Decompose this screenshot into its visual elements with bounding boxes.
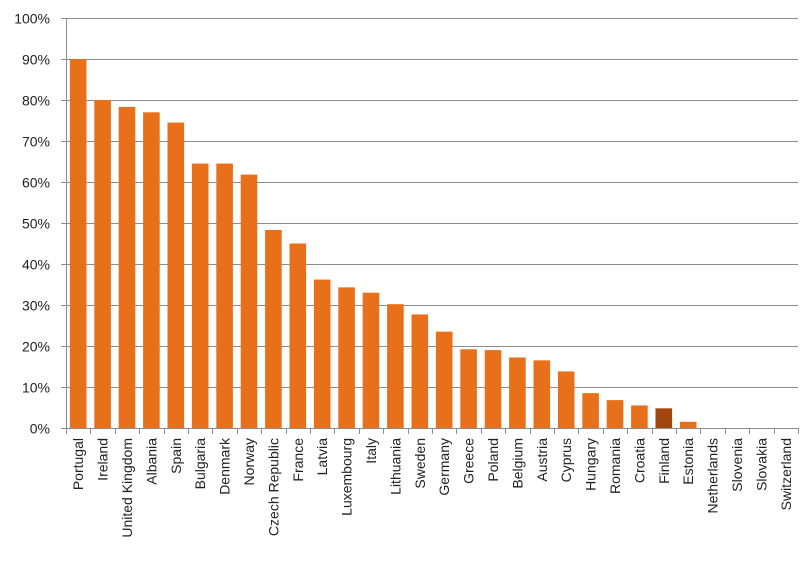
bar-latvia — [313, 279, 331, 428]
bar-poland — [484, 350, 502, 428]
y-axis-ticks: 0% 10% 20% 30% 40% 50% 60% 70% 80% 90% 100% — [14, 11, 50, 437]
x-category-label: Czech Republic — [265, 438, 281, 536]
bar-germany — [435, 331, 453, 428]
x-category-label: Lithuania — [387, 438, 403, 495]
x-category-label: Luxembourg — [339, 438, 355, 516]
bar-luxembourg — [338, 287, 355, 428]
y-tick-label: 100% — [14, 11, 50, 27]
x-category-label: Spain — [168, 438, 184, 474]
y-tick-label: 70% — [22, 134, 50, 150]
x-category-label: Estonia — [680, 438, 696, 485]
y-tick-label: 0% — [30, 421, 50, 437]
bar-ireland — [94, 100, 111, 428]
x-category-label: Croatia — [631, 438, 647, 483]
axes — [61, 18, 799, 434]
x-category-label: Germany — [436, 438, 452, 496]
bar-norway — [240, 174, 258, 428]
x-category-label: Cyprus — [558, 438, 574, 482]
x-category-label: Sweden — [412, 438, 428, 489]
x-category-label: Netherlands — [705, 438, 721, 514]
x-category-label: Poland — [485, 438, 501, 482]
bar-spain — [167, 122, 185, 429]
x-category-label: Austria — [534, 438, 550, 482]
x-category-label: Ireland — [95, 438, 111, 481]
bars — [69, 59, 697, 429]
bar-denmark — [216, 163, 233, 429]
y-tick-label: 60% — [22, 175, 50, 191]
x-category-label: Finland — [656, 438, 672, 484]
bar-czech-republic — [265, 229, 282, 428]
x-category-label: Romania — [607, 438, 623, 494]
bar-austria — [533, 360, 551, 428]
y-tick-label: 50% — [22, 216, 50, 232]
bar-bulgaria — [191, 163, 209, 429]
x-axis-labels: Portugal Ireland United Kingdom Albania Spai… — [70, 437, 794, 538]
bar-croatia — [631, 405, 648, 428]
y-tick-label: 30% — [22, 298, 50, 314]
bar-lithuania — [387, 304, 404, 428]
x-category-label: France — [290, 438, 306, 482]
y-tick-label: 90% — [22, 52, 50, 68]
bar-cyprus — [557, 371, 575, 428]
x-category-label: Portugal — [70, 438, 86, 490]
x-category-label: Slovakia — [753, 438, 769, 491]
bar-estonia — [679, 421, 697, 428]
x-category-label: Albania — [143, 438, 159, 485]
x-category-label: Latvia — [314, 438, 330, 476]
x-category-label: Italy — [363, 438, 379, 464]
y-tick-label: 80% — [22, 93, 50, 109]
x-category-label: Belgium — [509, 438, 525, 489]
bar-portugal — [69, 59, 87, 428]
bar-finland — [655, 408, 673, 428]
bar-belgium — [509, 357, 526, 428]
bar-albania — [143, 112, 160, 429]
y-tick-label: 40% — [22, 257, 50, 273]
x-category-label: United Kingdom — [119, 438, 135, 538]
x-category-label: Slovenia — [729, 438, 745, 492]
y-tick-label: 10% — [22, 380, 50, 396]
bar-romania — [606, 400, 624, 428]
bar-greece — [460, 349, 477, 428]
y-tick-label: 20% — [22, 339, 50, 355]
gridlines — [66, 18, 798, 388]
x-category-label: Greece — [461, 438, 477, 484]
x-category-label: Denmark — [217, 437, 233, 495]
x-category-label: Switzerland — [778, 438, 794, 510]
x-category-label: Norway — [241, 438, 257, 485]
x-category-label: Bulgaria — [192, 438, 208, 490]
bar-italy — [362, 292, 380, 428]
bar-hungary — [582, 393, 599, 428]
x-category-label: Hungary — [583, 438, 599, 491]
bar-sweden — [411, 314, 429, 428]
bar-united-kingdom — [118, 106, 136, 428]
bar-france — [289, 243, 307, 428]
